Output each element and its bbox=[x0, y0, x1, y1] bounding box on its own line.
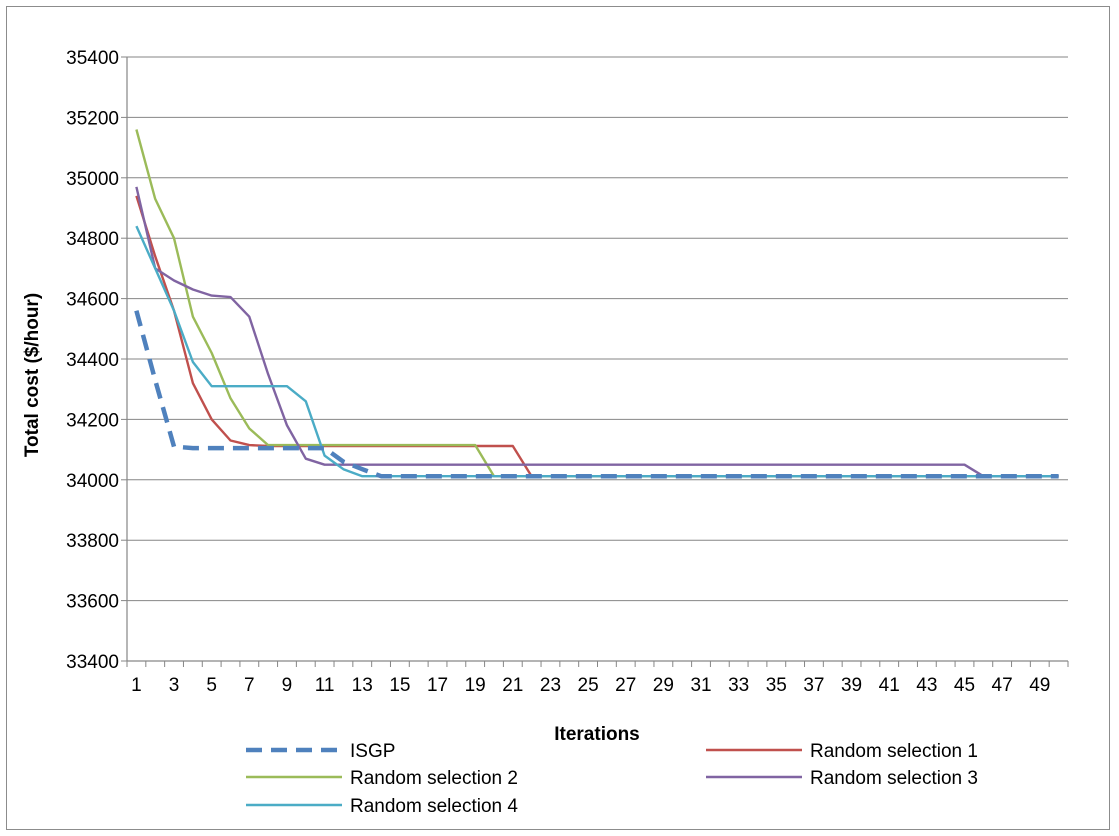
x-tick-label: 49 bbox=[1029, 675, 1050, 696]
y-tick-label: 34600 bbox=[66, 290, 119, 311]
x-tick-label: 45 bbox=[954, 675, 975, 696]
x-tick-label: 37 bbox=[803, 675, 824, 696]
x-tick-label: 29 bbox=[653, 675, 674, 696]
y-tick-label: 34200 bbox=[66, 410, 119, 431]
series-line bbox=[135, 186, 1059, 478]
x-tick-label: 25 bbox=[578, 675, 599, 696]
series-lines bbox=[134, 129, 1059, 479]
x-tick-label: 23 bbox=[540, 675, 561, 696]
y-tick-label: 35200 bbox=[66, 108, 119, 129]
legend-label: Random selection 4 bbox=[350, 796, 518, 817]
legend-label: Random selection 3 bbox=[810, 768, 978, 789]
series-line bbox=[134, 310, 1059, 479]
x-tick-label: 41 bbox=[879, 675, 900, 696]
x-tick-label: 19 bbox=[465, 675, 486, 696]
x-tick-label: 43 bbox=[916, 675, 937, 696]
x-tick-label: 33 bbox=[728, 675, 749, 696]
x-tick-label: 1 bbox=[131, 675, 142, 696]
legend: ISGP Random selection 1 Random selection 2… bbox=[246, 741, 978, 817]
x-tick-label: 11 bbox=[315, 675, 335, 696]
y-tick-label: 34000 bbox=[66, 471, 119, 492]
x-tick-label: 5 bbox=[206, 675, 217, 696]
series-line bbox=[135, 225, 1059, 478]
y-tick-label: 33400 bbox=[66, 652, 119, 673]
chart-frame bbox=[6, 6, 1110, 830]
x-axis-title: Iterations bbox=[554, 724, 640, 745]
y-tick-labels: 33400 33600 33800 34000 34200 34400 34600 34800… bbox=[66, 48, 119, 673]
x-tick-label: 31 bbox=[690, 675, 711, 696]
x-tick-label: 17 bbox=[427, 675, 448, 696]
y-tick-label: 34800 bbox=[66, 229, 119, 250]
x-tick-label: 3 bbox=[169, 675, 180, 696]
x-tick-label: 35 bbox=[766, 675, 787, 696]
series-line bbox=[135, 129, 1059, 478]
axes bbox=[126, 57, 1069, 667]
x-tick-label: 9 bbox=[282, 675, 293, 696]
legend-label: Random selection 2 bbox=[350, 768, 518, 789]
x-tick-label: 39 bbox=[841, 675, 862, 696]
y-axis-title: Total cost ($/hour) bbox=[22, 293, 43, 457]
y-tick-label: 33600 bbox=[66, 592, 119, 613]
x-tick-labels: 1 3 5 7 9 11 13 15 17 19 21 23 25 27 29 31 33 35 37 39 41 43 4… bbox=[131, 675, 1050, 696]
x-tick-label: 21 bbox=[502, 675, 523, 696]
legend-label: ISGP bbox=[350, 741, 395, 762]
y-tick-label: 35400 bbox=[66, 48, 119, 69]
y-tick-label: 34400 bbox=[66, 350, 119, 371]
y-tick-label: 33800 bbox=[66, 531, 119, 552]
x-tick-label: 47 bbox=[992, 675, 1013, 696]
x-tick-label: 13 bbox=[352, 675, 373, 696]
x-tick-label: 7 bbox=[244, 675, 255, 696]
x-tick-label: 27 bbox=[615, 675, 636, 696]
legend-label: Random selection 1 bbox=[810, 741, 978, 762]
x-tick-label: 15 bbox=[389, 675, 410, 696]
y-tick-label: 35000 bbox=[66, 169, 119, 190]
